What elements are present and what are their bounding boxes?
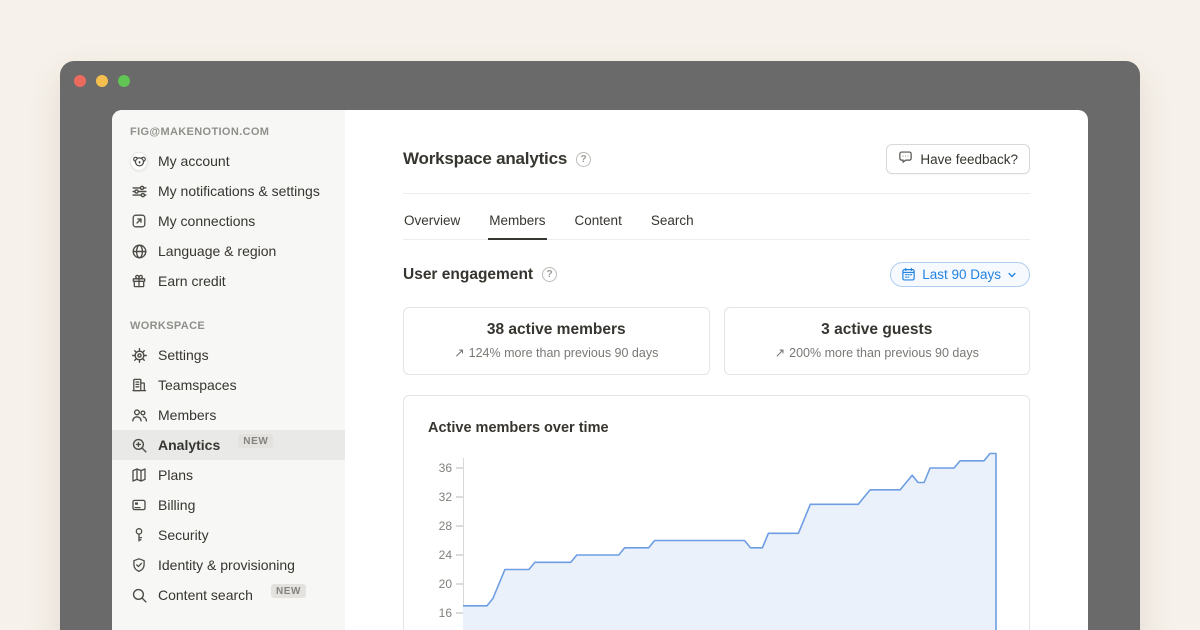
sidebar-item-label: Teamspaces	[158, 375, 237, 395]
stat-card: 3 active guests ↗ 200% more than previous …	[724, 307, 1031, 375]
sidebar-item-security[interactable]: Security	[112, 520, 345, 550]
tab-search[interactable]: Search	[650, 210, 695, 240]
have-feedback-label: Have feedback?	[920, 152, 1018, 167]
trend-up-arrow-icon: ↗	[775, 346, 785, 360]
section-title: User engagement	[403, 266, 533, 284]
date-range-filter[interactable]: Last 90 Days	[890, 262, 1030, 287]
sidebar-item-plans[interactable]: Plans	[112, 460, 345, 490]
people-icon	[130, 405, 148, 425]
globe-icon	[130, 241, 148, 261]
svg-text:36: 36	[439, 461, 453, 475]
sidebar-item-earn-credit[interactable]: Earn credit	[112, 266, 345, 296]
sidebar-item-label: Billing	[158, 495, 195, 515]
close-window-button[interactable]	[74, 75, 86, 87]
magnifier-icon	[130, 585, 148, 605]
sidebar-item-settings[interactable]: Settings	[112, 340, 345, 370]
date-range-label: Last 90 Days	[922, 267, 1001, 282]
stat-card: 38 active members ↗ 124% more than previou…	[403, 307, 710, 375]
stat-delta: ↗ 200% more than previous 90 days	[735, 345, 1020, 360]
arrow-up-right-box-icon	[130, 211, 148, 231]
main-content: Workspace analytics ? Have feedback?	[345, 110, 1088, 630]
settings-panel: FIG@MAKENOTION.COM My account My notifica…	[112, 110, 1088, 630]
key-icon	[130, 525, 148, 545]
stat-value: 3 active guests	[735, 321, 1020, 339]
sidebar-item-label: Identity & provisioning	[158, 555, 295, 575]
sidebar-item-label: My account	[158, 151, 230, 171]
map-icon	[130, 465, 148, 485]
settings-sidebar: FIG@MAKENOTION.COM My account My notifica…	[112, 110, 345, 630]
tab-content[interactable]: Content	[574, 210, 623, 240]
sidebar-item-label: Members	[158, 405, 216, 425]
sidebar-item-label: Language & region	[158, 241, 276, 261]
analytics-tabs: Overview Members Content Search	[403, 210, 1030, 240]
gear-icon	[130, 345, 148, 365]
sidebar-item-billing[interactable]: Billing	[112, 490, 345, 520]
new-badge: NEW	[238, 434, 273, 448]
building-icon	[130, 375, 148, 395]
account-menu: My account My notifications & settings My …	[112, 146, 345, 296]
sidebar-item-label: Plans	[158, 465, 193, 485]
svg-text:32: 32	[439, 490, 453, 504]
sidebar-item-my-connections[interactable]: My connections	[112, 206, 345, 236]
svg-text:24: 24	[439, 548, 453, 562]
sidebar-item-language-region[interactable]: Language & region	[112, 236, 345, 266]
gift-icon	[130, 271, 148, 291]
sidebar-item-members[interactable]: Members	[112, 400, 345, 430]
speech-bubble-icon	[898, 150, 913, 168]
sidebar-item-label: Analytics	[158, 435, 220, 455]
section-help-icon[interactable]: ?	[542, 267, 557, 282]
sidebar-item-label: Earn credit	[158, 271, 226, 291]
chart-title: Active members over time	[428, 420, 1005, 436]
new-badge: NEW	[271, 584, 306, 598]
calendar-icon	[901, 267, 916, 282]
minimize-window-button[interactable]	[96, 75, 108, 87]
koala-avatar-icon	[130, 151, 148, 171]
help-icon[interactable]: ?	[576, 152, 591, 167]
app-window: FIG@MAKENOTION.COM My account My notifica…	[60, 61, 1140, 630]
tab-members[interactable]: Members	[488, 210, 546, 240]
stat-delta: ↗ 124% more than previous 90 days	[414, 345, 699, 360]
account-email-label: FIG@MAKENOTION.COM	[112, 126, 345, 138]
workspace-menu: Settings Teamspaces Members Analytics NEW Pla…	[112, 340, 345, 610]
sidebar-item-analytics[interactable]: Analytics NEW	[112, 430, 345, 460]
sidebar-item-my-account[interactable]: My account	[112, 146, 345, 176]
stat-delta-text: 124% more than previous 90 days	[469, 346, 659, 360]
magnifier-plus-icon	[130, 435, 148, 455]
stat-delta-text: 200% more than previous 90 days	[789, 346, 979, 360]
svg-text:28: 28	[439, 519, 453, 533]
svg-text:20: 20	[439, 577, 453, 591]
zoom-window-button[interactable]	[118, 75, 130, 87]
sidebar-item-label: Content search	[158, 585, 253, 605]
sidebar-item-my-notifications-settings[interactable]: My notifications & settings	[112, 176, 345, 206]
window-controls	[74, 75, 130, 87]
sidebar-item-teamspaces[interactable]: Teamspaces	[112, 370, 345, 400]
active-members-area-chart: 36 32 28 24 20 16	[428, 448, 1005, 630]
tab-overview[interactable]: Overview	[403, 210, 461, 240]
stat-value: 38 active members	[414, 321, 699, 339]
stat-cards: 38 active members ↗ 124% more than previou…	[403, 307, 1030, 375]
workspace-section-label: WORKSPACE	[112, 320, 345, 332]
page-title: Workspace analytics	[403, 149, 567, 169]
have-feedback-button[interactable]: Have feedback?	[886, 144, 1030, 174]
shield-check-icon	[130, 555, 148, 575]
header-divider	[403, 193, 1030, 194]
sidebar-item-label: My connections	[158, 211, 255, 231]
sidebar-item-identity-provisioning[interactable]: Identity & provisioning	[112, 550, 345, 580]
chart-card: Active members over time 36 32 28 24 20 16	[403, 395, 1030, 630]
chevron-down-icon	[1007, 270, 1017, 280]
sidebar-item-label: My notifications & settings	[158, 181, 320, 201]
trend-up-arrow-icon: ↗	[454, 346, 464, 360]
sidebar-item-label: Security	[158, 525, 209, 545]
sliders-icon	[130, 181, 148, 201]
credit-card-icon	[130, 495, 148, 515]
sidebar-item-label: Settings	[158, 345, 209, 365]
sidebar-item-content-search[interactable]: Content search NEW	[112, 580, 345, 610]
svg-text:16: 16	[439, 606, 453, 620]
